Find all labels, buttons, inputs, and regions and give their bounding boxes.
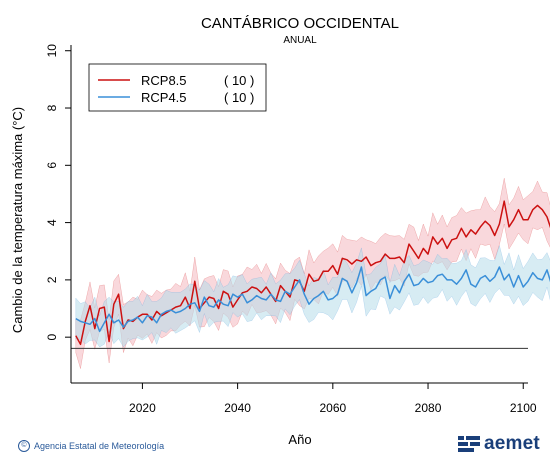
y-tick-label-10: 10 xyxy=(45,44,59,58)
y-axis-ticks: 0 2 4 6 8 10 xyxy=(45,44,71,341)
legend-label-rcp85: RCP8.5 xyxy=(141,73,187,88)
x-tick-label-2020: 2020 xyxy=(129,401,156,415)
credit: © Agencia Estatal de Meteorología xyxy=(18,440,164,452)
y-tick-label-6: 6 xyxy=(45,162,59,169)
aemet-logo: aemet xyxy=(458,433,540,455)
legend-count-rcp85: ( 10 ) xyxy=(224,73,254,88)
x-tick-label-2040: 2040 xyxy=(224,401,251,415)
x-tick-label-2080: 2080 xyxy=(415,401,442,415)
x-tick-label-2060: 2060 xyxy=(319,401,346,415)
legend-count-rcp45: ( 10 ) xyxy=(224,90,254,105)
y-tick-label-0: 0 xyxy=(45,334,59,341)
plot-frame xyxy=(70,45,528,384)
series-lines xyxy=(75,200,550,346)
chart-subtitle: ANUAL xyxy=(283,35,317,46)
copyright-icon: © xyxy=(18,440,30,452)
aemet-logo-text: aemet xyxy=(484,433,540,454)
legend: RCP8.5 ( 10 ) RCP4.5 ( 10 ) xyxy=(88,63,267,112)
uncertainty-bands xyxy=(75,178,550,369)
x-axis-label: Año xyxy=(288,432,311,447)
y-tick-label-4: 4 xyxy=(45,219,59,226)
credit-text: Agencia Estatal de Meteorología xyxy=(34,441,165,451)
band-rcp45 xyxy=(75,244,550,348)
legend-box xyxy=(88,63,267,112)
band-rcp85 xyxy=(75,178,550,369)
y-axis-label: Cambio de la temperatura máxima (°C) xyxy=(10,107,25,333)
legend-label-rcp45: RCP4.5 xyxy=(141,90,187,105)
y-tick-label-8: 8 xyxy=(45,104,59,111)
x-tick-label-2100: 2100 xyxy=(510,401,537,415)
series-line-rcp85 xyxy=(75,200,550,346)
x-axis-ticks: 2020 2040 2060 2080 2100 xyxy=(129,383,537,415)
y-tick-label-2: 2 xyxy=(45,276,59,283)
series-line-rcp45 xyxy=(75,266,550,333)
chart-title: CANTÁBRICO OCCIDENTAL xyxy=(201,15,399,32)
aemet-logo-icon xyxy=(458,436,480,452)
